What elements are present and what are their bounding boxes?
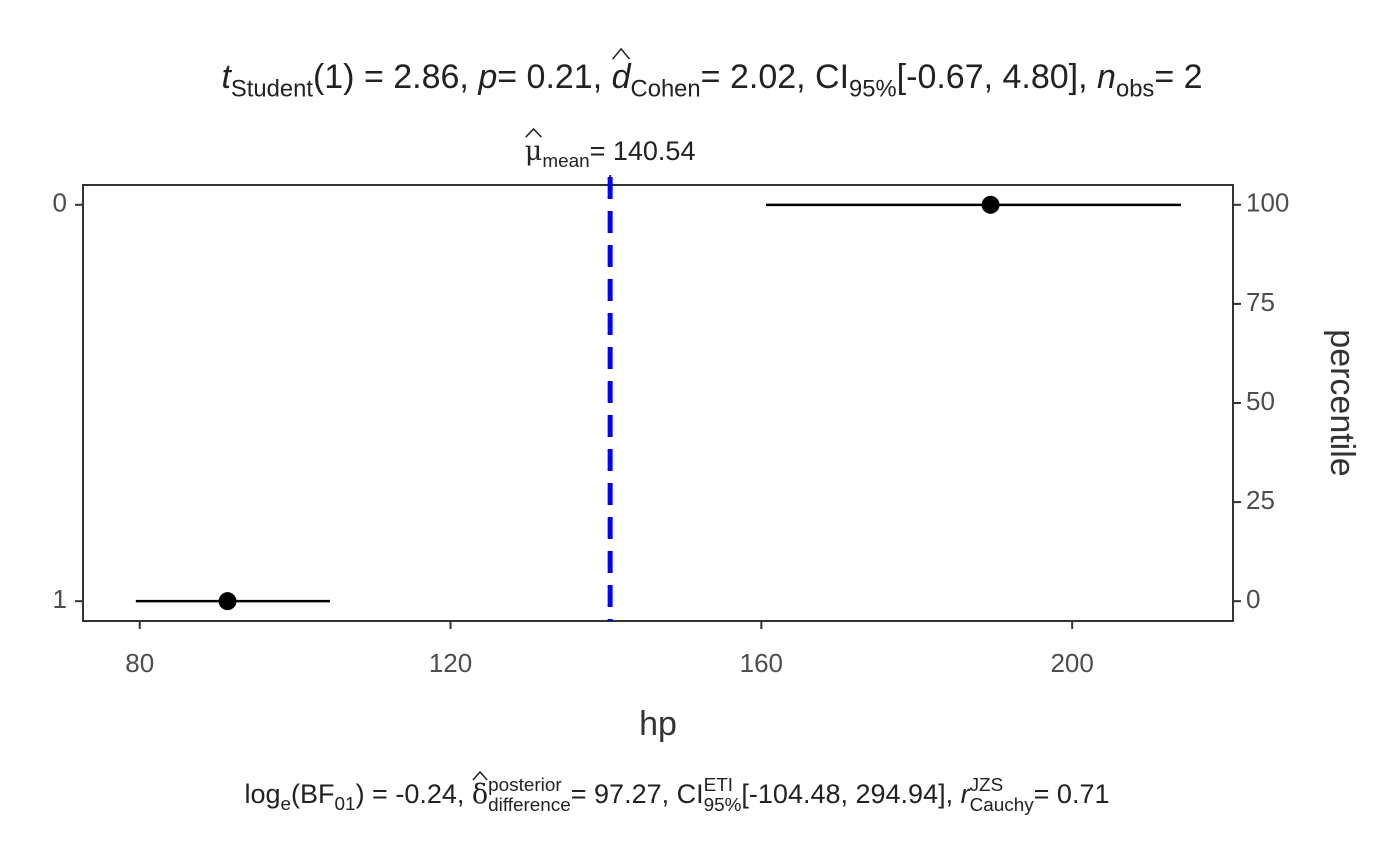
x-tick-label: 80 xyxy=(125,648,154,678)
y2-tick-label: 50 xyxy=(1246,386,1275,416)
y2-tick-label: 0 xyxy=(1246,584,1260,614)
title-part: = 0.21, xyxy=(497,58,611,96)
caption-part: = 97.27, CI xyxy=(571,779,704,809)
y-tick-label: 0 xyxy=(53,188,67,218)
caption-part: ETI xyxy=(704,775,733,796)
point xyxy=(218,592,237,611)
caption-part: 95% xyxy=(704,795,742,816)
y2-tick-label: 25 xyxy=(1246,485,1275,515)
title-part: t xyxy=(221,58,232,96)
caption-part: JZS xyxy=(970,775,1004,796)
y-tick-label: 1 xyxy=(53,584,67,614)
hat xyxy=(525,127,542,138)
chart-title: t Student (1) = 2.86, p = 0.21, d Cohen … xyxy=(221,58,1202,105)
y2-axis-title: percentile xyxy=(1323,329,1361,476)
x-tick-label: 160 xyxy=(740,648,783,678)
title-part: Cohen xyxy=(631,76,701,103)
caption-part: [-104.48, 294.94], xyxy=(741,779,960,809)
caption-part: ) = -0.24, xyxy=(356,779,472,809)
title-part: d xyxy=(612,58,632,96)
caption-part: posterior xyxy=(488,775,562,796)
x-tick-label: 120 xyxy=(429,648,472,678)
mean-label-part: μ xyxy=(525,136,543,167)
title-part: obs xyxy=(1116,76,1154,103)
title-part: = 2.02, CI xyxy=(701,58,849,96)
caption-part: r xyxy=(961,779,971,809)
caption-part: = 0.71 xyxy=(1034,779,1110,809)
caption-part: e xyxy=(281,794,292,815)
title-part: 95% xyxy=(849,76,897,103)
title-part: = 2 xyxy=(1154,58,1202,96)
caption-part: Cauchy xyxy=(970,795,1035,816)
caption-part: difference xyxy=(488,795,571,816)
mean-label-part: mean xyxy=(542,151,589,172)
hat xyxy=(612,47,631,60)
caption-part: log xyxy=(245,779,281,809)
mean-label: μ mean = 140.54 xyxy=(525,136,696,173)
caption-part: (BF xyxy=(291,779,335,809)
x-axis-title: hp xyxy=(639,705,677,743)
point xyxy=(981,195,1000,214)
hat xyxy=(472,770,488,781)
title-part: (1) = 2.86, xyxy=(313,58,478,96)
caption: log e (BF 01 ) = -0.24, δ posterior diff… xyxy=(245,767,1110,817)
caption-part: 01 xyxy=(335,794,356,815)
y2-tick-label: 75 xyxy=(1246,287,1275,317)
title-part: p xyxy=(477,58,497,96)
title-part: [-0.67, 4.80], xyxy=(897,58,1097,96)
y2-tick-label: 100 xyxy=(1246,188,1289,218)
title-part: n xyxy=(1097,58,1116,96)
mean-label-part: = 140.54 xyxy=(590,136,696,166)
caption-part: δ xyxy=(472,779,488,810)
title-part: Student xyxy=(231,76,313,103)
x-tick-label: 200 xyxy=(1050,648,1093,678)
panel-border xyxy=(82,184,1234,622)
